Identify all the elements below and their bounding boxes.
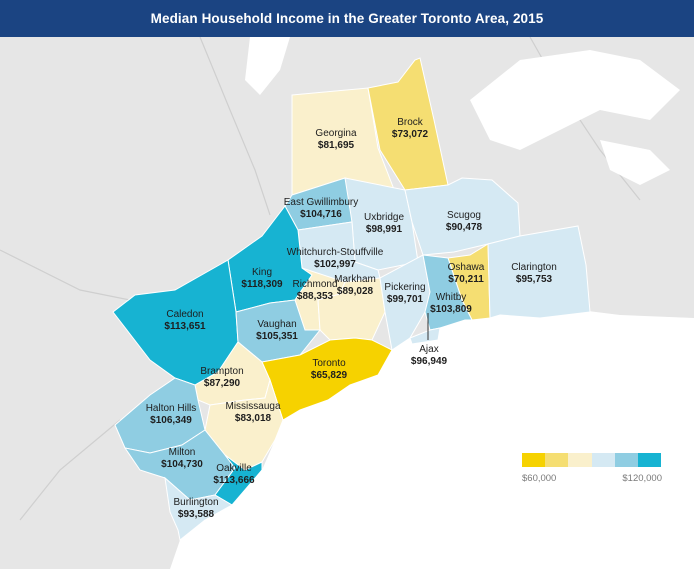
label-vaughan-name: Vaughan — [257, 319, 296, 330]
label-uxbridge-income: $98,991 — [366, 224, 403, 235]
label-scugog-income: $90,478 — [446, 222, 483, 233]
municipality-regions — [112, 57, 591, 541]
label-scugog-name: Scugog — [447, 210, 481, 221]
region-whitby — [422, 254, 473, 331]
label-toronto-name: Toronto — [312, 358, 346, 369]
legend-max-label: $120,000 — [622, 473, 662, 484]
label-markham-name: Markham — [334, 274, 376, 285]
label-oakville-income: $113,666 — [213, 475, 255, 486]
label-halton-hills-income: $106,349 — [150, 415, 192, 426]
label-brock-income: $73,072 — [392, 129, 429, 140]
label-brampton-name: Brampton — [200, 366, 243, 377]
label-mississauga-income: $83,018 — [235, 413, 272, 424]
label-burlington-income: $93,588 — [178, 509, 215, 520]
legend-swatch-6 — [637, 453, 662, 467]
region-clarington — [487, 225, 591, 319]
legend-swatch-4 — [591, 453, 615, 467]
label-oshawa-name: Oshawa — [448, 262, 485, 273]
label-richmond-name: Richmond — [292, 279, 337, 290]
label-ajax-income: $96,949 — [411, 356, 448, 367]
municipality-labels: Georgina$81,695 Brock$73,072 East Gwillimb… — [146, 117, 557, 520]
label-markham-income: $89,028 — [337, 286, 374, 297]
label-whitchurch-stouffville-income: $102,997 — [314, 259, 356, 270]
label-vaughan-income: $105,351 — [256, 331, 298, 342]
label-clarington-name: Clarington — [511, 262, 557, 273]
label-king-income: $118,309 — [241, 279, 283, 290]
label-ajax-name: Ajax — [419, 344, 438, 355]
legend-swatch-3 — [568, 453, 592, 467]
label-georgina-income: $81,695 — [318, 140, 355, 151]
region-ajax — [409, 327, 441, 345]
label-burlington-name: Burlington — [173, 497, 218, 508]
label-whitby-name: Whitby — [436, 292, 467, 303]
legend-color-scale — [522, 453, 662, 467]
label-mississauga-name: Mississauga — [225, 401, 280, 412]
legend-swatch-1 — [522, 453, 546, 467]
gta-income-map: Georgina$81,695 Brock$73,072 East Gwillimb… — [0, 37, 694, 569]
map-title: Median Household Income in the Greater T… — [0, 0, 694, 37]
label-toronto-income: $65,829 — [311, 370, 348, 381]
label-king-name: King — [252, 267, 272, 278]
legend-min-label: $60,000 — [522, 473, 557, 484]
legend-swatch-2 — [545, 453, 569, 467]
region-burlington — [164, 476, 234, 541]
label-oshawa-income: $70,211 — [448, 274, 484, 285]
label-brampton-income: $87,290 — [204, 378, 241, 389]
label-halton-hills-name: Halton Hills — [146, 403, 197, 414]
income-legend: $60,000 $120,000 — [522, 453, 662, 489]
label-east-gwillimbury-income: $104,716 — [300, 209, 342, 220]
label-oakville-name: Oakville — [216, 463, 252, 474]
label-whitchurch-stouffville-name: Whitchurch-Stouffville — [287, 247, 384, 258]
label-uxbridge-name: Uxbridge — [364, 212, 404, 223]
northern-lakes — [245, 37, 680, 185]
label-clarington-income: $95,753 — [516, 274, 553, 285]
label-milton-name: Milton — [169, 447, 196, 458]
label-richmond-income: $88,353 — [297, 291, 334, 302]
label-georgina-name: Georgina — [315, 128, 357, 139]
label-east-gwillimbury-name: East Gwillimbury — [284, 197, 358, 208]
label-caledon-name: Caledon — [166, 309, 203, 320]
label-pickering-name: Pickering — [384, 282, 425, 293]
region-oakville — [214, 454, 263, 506]
legend-swatch-5 — [614, 453, 638, 467]
lake-ontario — [170, 310, 694, 569]
region-brock — [367, 57, 449, 191]
label-caledon-income: $113,651 — [164, 321, 206, 332]
label-milton-income: $104,730 — [161, 459, 203, 470]
label-brock-name: Brock — [397, 117, 424, 128]
label-whitby-income: $103,809 — [430, 304, 472, 315]
label-pickering-income: $99,701 — [387, 294, 424, 305]
